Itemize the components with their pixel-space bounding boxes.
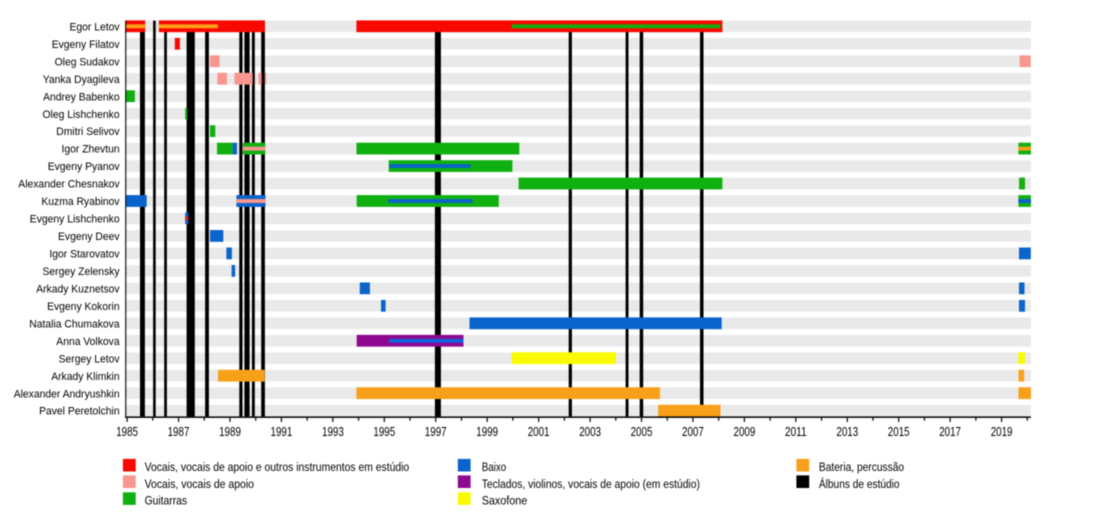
svg-text:2017: 2017 [939,424,961,439]
svg-text:Andrey Babenko: Andrey Babenko [43,91,120,103]
svg-text:Arkady Klimkin: Arkady Klimkin [51,371,119,383]
svg-text:Sergey Zelensky: Sergey Zelensky [43,266,120,278]
svg-text:2005: 2005 [631,424,653,439]
svg-text:1987: 1987 [168,424,190,439]
svg-text:Arkady Kuznetsov: Arkady Kuznetsov [36,283,120,295]
svg-text:Guitarras: Guitarras [145,493,188,507]
svg-text:Vocais, vocais de apoio e outr: Vocais, vocais de apoio e outros instrum… [145,460,410,474]
svg-text:1989: 1989 [219,424,241,439]
svg-text:Egor Letov: Egor Letov [70,21,120,33]
svg-text:2009: 2009 [734,424,756,439]
svg-text:Oleg Lishchenko: Oleg Lishchenko [43,109,120,121]
svg-text:Kuzma Ryabinov: Kuzma Ryabinov [41,196,120,208]
svg-text:2001: 2001 [528,424,550,439]
svg-text:Pavel Peretolchin: Pavel Peretolchin [39,406,120,418]
svg-text:Alexander Chesnakov: Alexander Chesnakov [18,179,120,191]
svg-text:Igor Zhevtun: Igor Zhevtun [62,144,120,156]
svg-text:1995: 1995 [373,424,395,439]
svg-text:Evgeny Deev: Evgeny Deev [58,231,120,243]
svg-text:Evgeny Kokorin: Evgeny Kokorin [47,301,120,313]
svg-text:1985: 1985 [116,424,138,439]
svg-text:1993: 1993 [322,424,344,439]
svg-text:Igor Starovatov: Igor Starovatov [49,249,120,261]
svg-text:2007: 2007 [682,424,704,439]
svg-text:Evgeny Filatov: Evgeny Filatov [52,39,120,51]
svg-text:Alexander Andryushkin: Alexander Andryushkin [14,388,120,400]
svg-text:Sergey Letov: Sergey Letov [59,353,120,365]
svg-text:Natalia Chumakova: Natalia Chumakova [29,318,120,330]
svg-text:1997: 1997 [425,424,447,439]
svg-text:Dmitri Selivov: Dmitri Selivov [56,126,120,138]
svg-text:Teclados, violinos, vocais de: Teclados, violinos, vocais de apoio (em … [482,477,700,491]
svg-text:Bateria, percussão: Bateria, percussão [819,460,904,474]
svg-text:2011: 2011 [785,424,807,439]
svg-text:2015: 2015 [888,424,910,439]
svg-text:Anna Volkova: Anna Volkova [56,336,120,348]
svg-text:Evgeny Lishchenko: Evgeny Lishchenko [30,214,120,226]
svg-text:1999: 1999 [476,424,498,439]
svg-text:Saxofone: Saxofone [482,493,528,507]
svg-text:2013: 2013 [836,424,858,439]
svg-text:2003: 2003 [579,424,601,439]
svg-text:Oleg Sudakov: Oleg Sudakov [55,56,120,68]
svg-text:Yanka Dyagileva: Yanka Dyagileva [43,74,121,86]
svg-text:2019: 2019 [991,424,1013,439]
svg-text:Vocais, vocais de apoio: Vocais, vocais de apoio [145,477,255,491]
svg-text:1991: 1991 [271,424,293,439]
svg-text:Álbuns de estúdio: Álbuns de estúdio [819,476,900,491]
svg-text:Baixo: Baixo [482,460,507,474]
svg-text:Evgeny Pyanov: Evgeny Pyanov [48,161,120,173]
